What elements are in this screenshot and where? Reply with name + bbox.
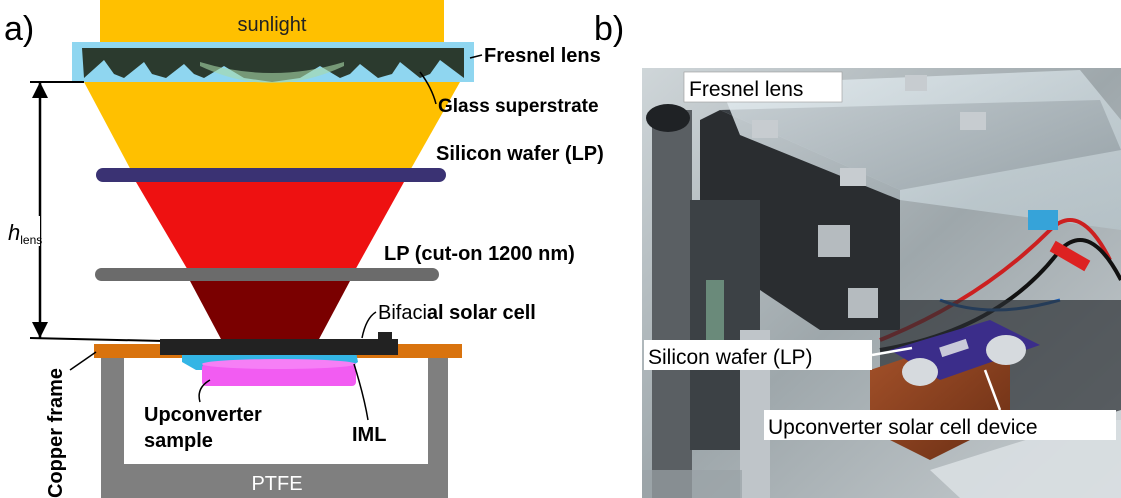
lp-filter xyxy=(95,268,439,281)
photo-wafer-label-box xyxy=(644,340,872,370)
solar-cell-contact xyxy=(378,332,392,340)
sunlight-box xyxy=(100,0,444,42)
photo-wafer-leader xyxy=(871,346,913,357)
lp-filter-label: LP (cut-on 1200 nm) xyxy=(384,243,575,265)
glass-superstrate-leader xyxy=(419,71,437,105)
column-left xyxy=(652,110,692,498)
photo-device-label-box xyxy=(764,410,1116,440)
clamp-2 xyxy=(840,168,866,186)
fresnel-lens-highlight xyxy=(200,62,344,83)
h-lens-tick-bottom xyxy=(29,337,165,342)
upconverter-label-2: sample xyxy=(144,430,213,452)
fresnel-lens-leader xyxy=(469,54,483,59)
sunlight-label: sunlight xyxy=(238,14,307,36)
knob-top xyxy=(646,104,690,132)
upconverter-leader xyxy=(198,379,211,403)
copper-frame-leader xyxy=(69,351,97,371)
panel-a: a) sunlight Fresnel lens Glass superstra… xyxy=(4,0,604,498)
panel-b-label: b) xyxy=(594,10,624,48)
photo-fresnel-label-box xyxy=(683,71,843,103)
upconverter-sample-top xyxy=(202,359,356,369)
h-lens-arrow-top xyxy=(32,82,48,98)
red-beam xyxy=(136,182,404,272)
fresnel-lens-shape xyxy=(82,48,464,82)
corner-bracket-2 xyxy=(848,288,878,318)
h-lens-arrow-bottom xyxy=(32,322,48,338)
panel-b: b) xyxy=(594,10,1121,498)
ptfe-housing xyxy=(101,358,448,498)
connector-blue xyxy=(1028,210,1058,230)
photo-fresnel-label: Fresnel lens xyxy=(689,78,803,101)
iml-label: IML xyxy=(352,424,386,446)
clamp-3 xyxy=(960,112,986,130)
photo-wafer-label: Silicon wafer (LP) xyxy=(648,346,813,369)
device-clamp-left xyxy=(902,358,938,386)
bifacial-solar-cell xyxy=(160,339,398,355)
fresnel-lens-label: Fresnel lens xyxy=(484,45,601,67)
silicon-wafer-label: Silicon wafer (LP) xyxy=(436,143,604,165)
bifacial-leader xyxy=(361,311,377,339)
dark-red-beam xyxy=(190,281,350,356)
h-lens-symbol: hlens xyxy=(8,220,42,247)
silicon-wafer xyxy=(96,168,446,182)
glass-plate xyxy=(720,70,1121,230)
glass-superstrate-label: Glass superstrate xyxy=(438,96,599,117)
caliper-display xyxy=(706,280,724,340)
sunlight-cone xyxy=(84,82,460,174)
panel-a-label: a) xyxy=(4,10,34,48)
h-lens-label-bg xyxy=(6,216,40,246)
photo-device-leader xyxy=(983,369,1002,411)
ptfe-label: PTFE xyxy=(251,473,302,495)
bifacial-label: Bifacial solar cell xyxy=(378,302,536,324)
device-clamp-right xyxy=(986,335,1026,365)
photo-device-label: Upconverter solar cell device xyxy=(768,416,1038,439)
connector-red xyxy=(1049,240,1091,272)
clamp-4 xyxy=(905,75,927,91)
clamp-1 xyxy=(752,120,778,138)
corner-bracket-1 xyxy=(818,225,850,257)
copper-frame-label: Copper frame xyxy=(45,368,67,498)
upconverter-label-1: Upconverter xyxy=(144,404,262,426)
device-cell xyxy=(939,338,969,358)
floor-left xyxy=(642,470,742,498)
upconverter-sample xyxy=(202,364,356,386)
iml-leader xyxy=(353,363,369,421)
